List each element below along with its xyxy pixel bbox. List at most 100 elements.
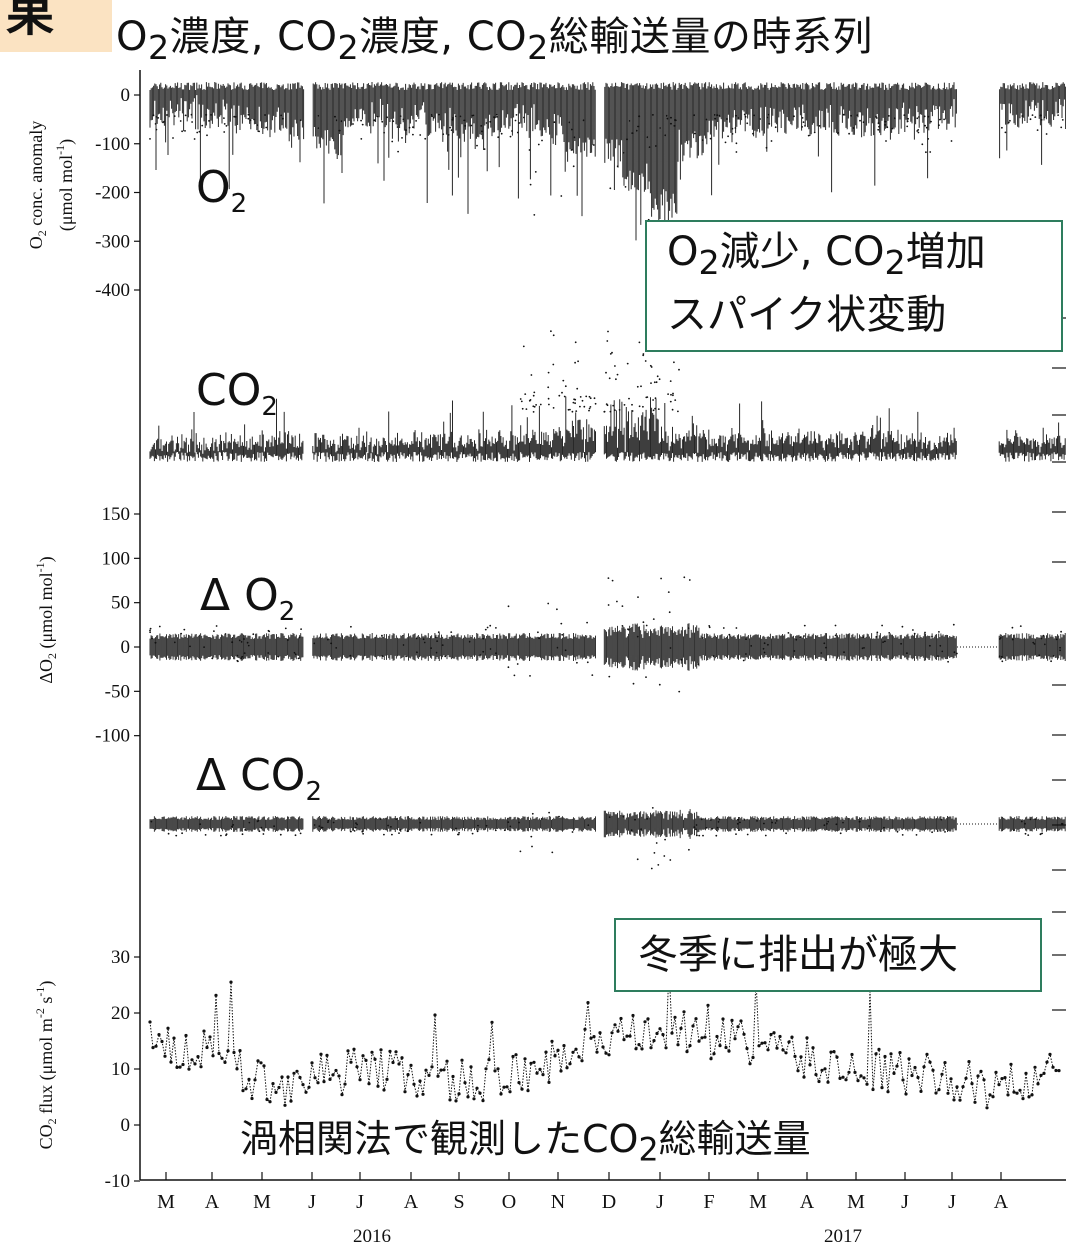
flux-point	[151, 1046, 155, 1050]
o2-point	[837, 132, 839, 134]
dco2-point	[248, 821, 251, 824]
flux-point	[526, 1089, 530, 1093]
flux-point	[739, 1019, 743, 1023]
o2-point	[399, 115, 402, 117]
co2-point	[588, 407, 591, 410]
section-tab-text: 果	[6, 0, 55, 42]
dco2-point	[700, 818, 703, 821]
flux-point	[1000, 1077, 1004, 1081]
co2-point	[631, 410, 634, 412]
o2-point	[280, 114, 282, 117]
do2-point	[381, 634, 383, 637]
flux-point	[241, 1089, 245, 1093]
co2-point	[638, 405, 641, 408]
o2-point	[716, 114, 719, 116]
o2-point	[893, 117, 896, 120]
flux-point	[826, 1080, 830, 1084]
flux-point	[148, 1020, 152, 1024]
flux-point	[604, 1051, 608, 1055]
dco2-point	[354, 826, 357, 829]
do2-point	[750, 645, 752, 647]
do2-point	[680, 658, 683, 661]
o2-point	[622, 151, 625, 154]
do2-point	[928, 658, 930, 660]
o2-point	[463, 119, 466, 122]
o2-point	[929, 151, 932, 153]
o2-point	[884, 120, 887, 123]
do2-point	[158, 625, 161, 628]
flux-point	[523, 1057, 527, 1061]
o2-point	[770, 140, 773, 142]
dco2-point	[696, 834, 698, 837]
co2-point	[640, 385, 642, 388]
flux-point	[988, 1093, 992, 1097]
o2-point	[713, 114, 716, 116]
flux-point	[538, 1067, 542, 1071]
flux-point	[745, 1046, 749, 1051]
flux-point	[697, 1039, 701, 1043]
do2-point	[803, 624, 806, 627]
do2-point	[793, 650, 796, 652]
flux-point	[247, 1077, 251, 1081]
flux-point	[565, 1066, 569, 1070]
do2-point	[350, 625, 352, 628]
dco2-point	[640, 828, 642, 831]
flux-point	[835, 1055, 839, 1059]
do2-point	[1050, 660, 1052, 663]
do2-point	[286, 639, 289, 641]
do2-point	[912, 629, 914, 631]
flux-point	[823, 1067, 827, 1071]
o2-point	[573, 136, 576, 139]
y-tick-label: 100	[102, 548, 131, 569]
co2-point	[605, 371, 607, 374]
flux-point	[352, 1047, 356, 1051]
do2-series	[149, 623, 1066, 671]
do2-point	[247, 644, 250, 647]
o2-point	[859, 119, 861, 122]
co2-point	[564, 385, 567, 388]
flux-point	[673, 1015, 677, 1019]
flux-point	[748, 1062, 752, 1066]
flux-point	[970, 1082, 974, 1086]
dco2-point	[353, 830, 356, 832]
flux-point	[631, 1013, 635, 1018]
do2-point	[349, 654, 352, 657]
dco2-point	[395, 818, 398, 820]
flux-point	[244, 1087, 248, 1091]
o2-point	[163, 120, 165, 123]
flux-point	[190, 1058, 194, 1062]
dco2-point	[398, 832, 400, 834]
flux-point	[256, 1059, 260, 1063]
do2-point	[611, 579, 614, 582]
do2-point	[947, 660, 949, 663]
co2-point	[547, 371, 550, 374]
flux-point	[958, 1098, 962, 1102]
flux-point	[235, 1067, 239, 1071]
do2-point	[645, 624, 648, 627]
o2-point	[918, 116, 920, 118]
flux-point	[592, 1035, 596, 1039]
flux-point	[703, 1035, 707, 1039]
o2-point	[693, 132, 696, 135]
dco2-point	[175, 834, 178, 837]
do2-point	[450, 631, 453, 633]
dco2-point	[457, 833, 460, 836]
flux-point	[238, 1049, 242, 1053]
callout-winter: 冬季に排出が極大	[614, 918, 1042, 992]
flux-ylabel: CO2 flux (μmol m-2 s-1)	[33, 981, 59, 1150]
flux-point	[679, 1026, 683, 1030]
o2-point	[495, 113, 498, 116]
do2-panel-label: Δ O2	[200, 570, 295, 627]
flux-point	[346, 1049, 350, 1053]
o2-point	[537, 143, 540, 146]
dco2-point	[737, 818, 740, 821]
co2-point	[654, 397, 657, 400]
co2-point	[652, 409, 655, 412]
flux-point	[589, 1036, 593, 1040]
co2-point	[658, 378, 661, 381]
dco2-point	[327, 819, 330, 822]
ylabel-part: CO	[36, 1124, 56, 1149]
x-tick-label: J	[901, 1191, 909, 1213]
flux-point	[577, 1055, 581, 1059]
do2-point	[294, 653, 297, 656]
